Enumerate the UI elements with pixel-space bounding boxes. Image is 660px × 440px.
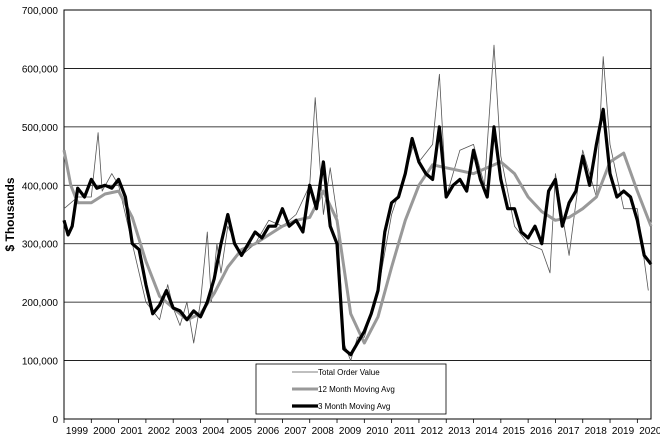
x-tick-label: 2002 bbox=[148, 426, 171, 437]
series-line-2 bbox=[62, 149, 653, 345]
x-axis: 1999 2000 2001 2002 2003 2004 2005 2006 2007 2008… bbox=[63, 419, 660, 437]
plot-area bbox=[63, 9, 652, 420]
x-tick-label: 2020 bbox=[639, 426, 660, 437]
legend: Total Order Value 12 Month Moving Avg 3 Mo… bbox=[255, 363, 447, 415]
legend-label-2: 12 Month Moving Avg bbox=[318, 385, 395, 394]
x-tick-label: 2005 bbox=[230, 426, 253, 437]
x-tick-label: 2007 bbox=[284, 426, 307, 437]
y-axis: 0 100,000 200,000 300,000 400,000 500,000 600,… bbox=[22, 6, 59, 426]
x-tick-label: 2011 bbox=[394, 426, 416, 437]
x-tick-label: 2018 bbox=[585, 426, 608, 437]
x-tick-label: 2012 bbox=[421, 426, 444, 437]
y-tick-label: 200,000 bbox=[22, 298, 59, 309]
legend-label-3: 3 Month Moving Avg bbox=[318, 402, 390, 411]
series-group bbox=[62, 44, 653, 361]
y-tick-label: 700,000 bbox=[22, 6, 59, 17]
y-tick-label: 0 bbox=[52, 415, 58, 426]
y-axis-label: $ Thousands bbox=[3, 177, 17, 251]
series-line-1 bbox=[63, 44, 649, 361]
x-tick-label: 2006 bbox=[257, 426, 280, 437]
legend-label-1: Total Order Value bbox=[318, 368, 380, 377]
y-tick-label: 500,000 bbox=[22, 123, 59, 134]
x-tick-label: 2019 bbox=[612, 426, 635, 437]
x-tick-label: 1999 bbox=[66, 426, 89, 437]
x-tick-label: 2000 bbox=[93, 426, 116, 437]
x-tick-label: 2015 bbox=[503, 426, 526, 437]
legend-box bbox=[255, 363, 447, 415]
x-tick-label: 2001 bbox=[120, 426, 143, 437]
y-tick-label: 600,000 bbox=[22, 64, 59, 75]
y-tick-label: 300,000 bbox=[22, 240, 59, 251]
x-tick-label: 2013 bbox=[448, 426, 471, 437]
x-tick-label: 2014 bbox=[475, 426, 498, 437]
x-tick-label: 2004 bbox=[202, 426, 225, 437]
grid bbox=[64, 9, 651, 420]
x-tick-label: 2016 bbox=[530, 426, 553, 437]
x-tick-label: 2008 bbox=[312, 426, 335, 437]
y-tick-label: 100,000 bbox=[22, 357, 59, 368]
y-tick-label: 400,000 bbox=[22, 181, 59, 192]
series-line-3 bbox=[62, 107, 653, 357]
x-tick-label: 2017 bbox=[557, 426, 580, 437]
x-tick-label: 2010 bbox=[366, 426, 389, 437]
x-tick-label: 2009 bbox=[339, 426, 362, 437]
x-tick-label: 2003 bbox=[175, 426, 198, 437]
